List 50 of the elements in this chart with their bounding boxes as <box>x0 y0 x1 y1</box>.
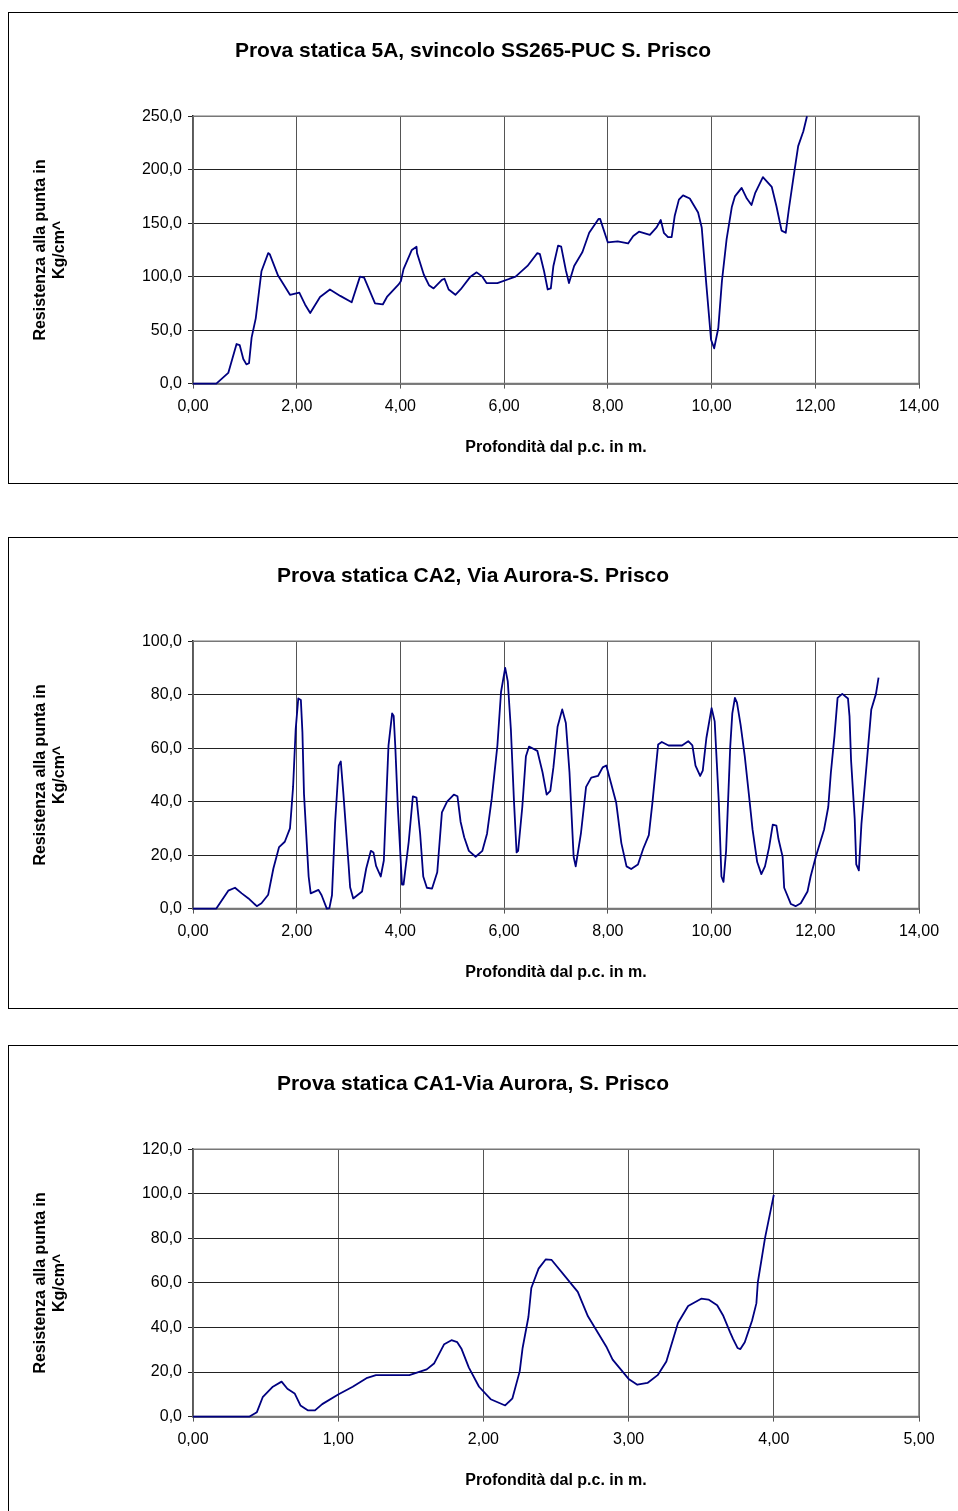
y-tick-label: 100,0 <box>141 631 183 649</box>
y-tick-label: 80,0 <box>150 685 183 703</box>
x-tick-label: 4,00 <box>384 396 417 414</box>
y-axis-title: Resistenza alla punta in Kg/cm^ <box>31 159 68 341</box>
y-tick-label: 40,0 <box>150 792 183 810</box>
x-axis-title: Profondità dal p.c. in m. <box>465 437 647 455</box>
x-tick-label: 5,00 <box>903 1429 935 1447</box>
chart-title: Prova statica 5A, svincolo SS265-PUC S. Prisco <box>234 38 712 62</box>
y-tick-label: 200,0 <box>141 160 183 178</box>
x-tick-label: 8,00 <box>592 921 624 939</box>
y-tick-label: 100,0 <box>141 267 183 285</box>
chart-title: Prova statica CA2, Via Aurora-S. Prisco <box>276 563 670 587</box>
y-tick-label: 150,0 <box>141 213 183 231</box>
x-tick-label: 1,00 <box>322 1429 354 1447</box>
y-tick-label: 120,0 <box>141 1139 183 1157</box>
y-tick-label: 80,0 <box>150 1228 183 1246</box>
x-tick-label: 12,00 <box>795 396 836 414</box>
x-tick-label: 0,00 <box>177 396 209 414</box>
y-tick-label: 0,0 <box>159 374 183 392</box>
y-tick-label: 60,0 <box>150 738 183 756</box>
y-tick-label: 20,0 <box>150 845 183 863</box>
x-axis-title: Profondità dal p.c. in m. <box>465 1470 647 1488</box>
x-tick-label: 0,00 <box>177 921 209 939</box>
y-tick-label: 250,0 <box>141 106 183 124</box>
x-tick-label: 0,00 <box>177 1429 209 1447</box>
x-tick-label: 6,00 <box>488 396 520 414</box>
x-tick-label: 3,00 <box>613 1429 645 1447</box>
x-tick-label: 14,00 <box>898 396 940 414</box>
y-axis-title: Resistenza alla punta in Kg/cm^ <box>31 1192 68 1374</box>
x-tick-label: 2,00 <box>281 921 313 939</box>
x-tick-label: 4,00 <box>384 921 417 939</box>
x-axis-title: Profondità dal p.c. in m. <box>465 962 647 980</box>
x-tick-label: 10,00 <box>691 921 732 939</box>
x-tick-label: 12,00 <box>795 921 836 939</box>
y-axis-title: Resistenza alla punta in Kg/cm^ <box>31 684 68 866</box>
chart-title: Prova statica CA1-Via Aurora, S. Prisco <box>276 1071 670 1095</box>
x-tick-label: 14,00 <box>898 921 940 939</box>
y-tick-label: 40,0 <box>150 1317 183 1335</box>
x-tick-label: 2,00 <box>281 396 313 414</box>
y-tick-label: 0,0 <box>159 1407 183 1425</box>
x-tick-label: 8,00 <box>592 396 624 414</box>
x-tick-label: 10,00 <box>691 396 732 414</box>
y-tick-label: 0,0 <box>159 899 183 917</box>
y-tick-label: 50,0 <box>150 320 183 338</box>
x-tick-label: 6,00 <box>488 921 520 939</box>
y-tick-label: 20,0 <box>150 1362 183 1380</box>
y-tick-label: 100,0 <box>141 1184 183 1202</box>
y-tick-label: 60,0 <box>150 1273 183 1291</box>
x-tick-label: 4,00 <box>758 1429 790 1447</box>
x-tick-label: 2,00 <box>467 1429 500 1447</box>
